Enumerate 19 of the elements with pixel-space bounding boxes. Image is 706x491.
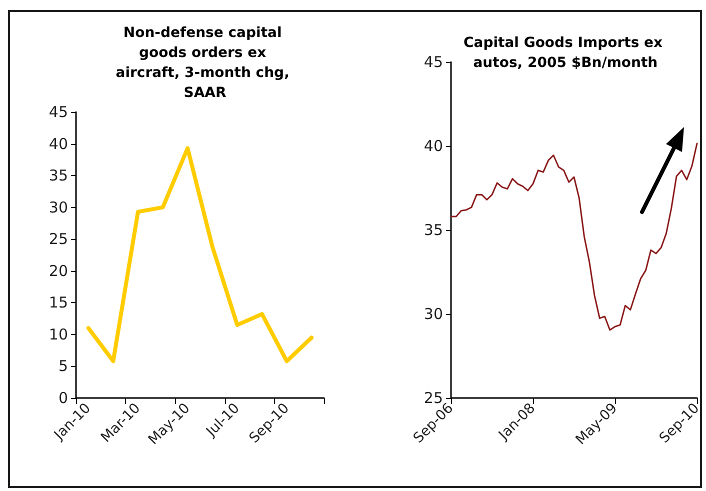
y-tick-label: 20	[48, 262, 68, 280]
chart-title: Capital Goods Imports ex autos, 2005 $Bn/month	[463, 35, 663, 71]
y-tick-label: 35	[424, 221, 443, 239]
y-tick-label: 35	[48, 166, 68, 185]
y-tick-label: 40	[424, 137, 443, 155]
y-tick-label: 0	[58, 389, 68, 407]
y-tick-label: 45	[48, 103, 68, 121]
chart-title: Non-defense capital goods orders ex aircraft, 3-month chg, SAAR	[116, 25, 294, 101]
y-tick-label: 30	[424, 305, 443, 323]
line-series	[450, 142, 698, 331]
y-tick-label: 25	[424, 389, 443, 407]
y-tick-label: 15	[48, 294, 68, 312]
y-tick-label: 30	[48, 198, 68, 216]
y-tick-label: 10	[48, 325, 68, 344]
y-tick-label: 40	[48, 134, 68, 153]
line-series	[86, 146, 314, 364]
y-tick-label: 45	[424, 53, 443, 71]
y-tick-label: 5	[58, 357, 68, 376]
y-tick-label: 25	[48, 230, 68, 248]
